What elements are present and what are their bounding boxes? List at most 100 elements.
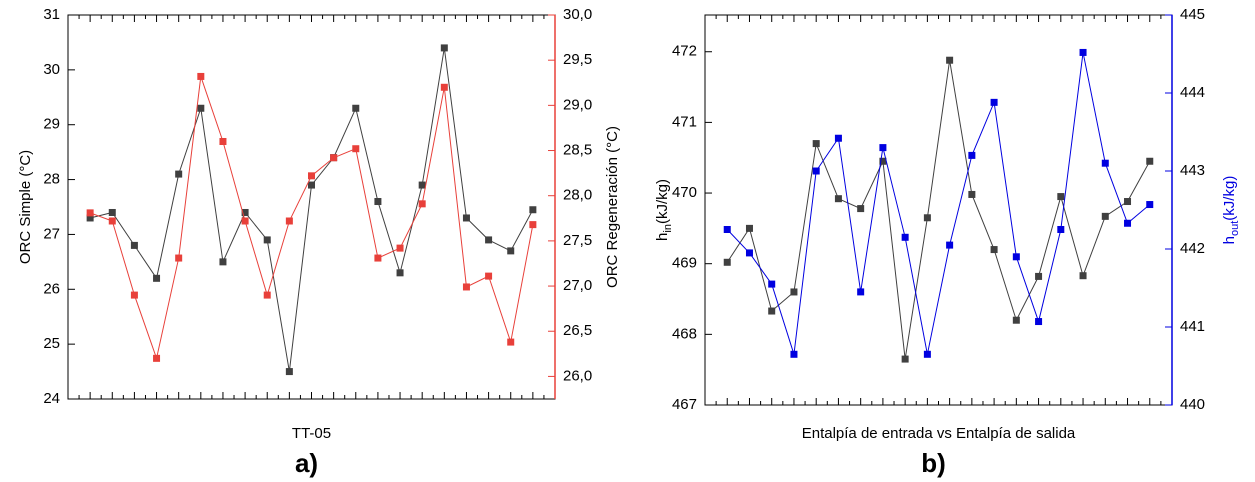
point	[396, 244, 404, 252]
point	[1057, 226, 1065, 233]
point	[834, 134, 842, 142]
label-main: h	[1221, 236, 1238, 244]
y2-tick-label: 442	[1180, 240, 1205, 257]
axis-label: hout(kJ/kg)	[1221, 176, 1241, 245]
y2-tick-label: 28,0	[563, 187, 592, 204]
point	[1146, 157, 1154, 165]
point	[485, 236, 493, 244]
label-unit: (kJ/kg)	[654, 179, 671, 224]
series-line	[726, 52, 1151, 355]
point	[529, 206, 537, 214]
point	[285, 368, 293, 376]
point	[923, 214, 931, 222]
point	[946, 56, 954, 64]
point	[352, 145, 360, 153]
point	[507, 247, 515, 255]
point	[418, 200, 426, 208]
y-tick-label: 28	[43, 171, 60, 188]
point	[812, 140, 820, 148]
point	[418, 181, 426, 189]
point	[108, 208, 116, 216]
point	[241, 208, 249, 216]
label-sub: out	[1229, 221, 1241, 236]
label-sub: in	[662, 224, 674, 233]
point	[1079, 48, 1087, 56]
point	[263, 291, 271, 299]
point	[197, 72, 205, 80]
point	[175, 170, 183, 178]
point	[968, 151, 976, 159]
y2-tick-label: 443	[1180, 162, 1205, 179]
point	[330, 154, 338, 162]
panel-label: b)	[921, 448, 946, 478]
plot-frame	[67, 14, 556, 400]
point	[153, 274, 161, 282]
point	[241, 217, 249, 225]
point	[374, 254, 382, 262]
point	[485, 272, 493, 280]
point	[901, 233, 909, 241]
point	[507, 338, 515, 346]
point	[1035, 272, 1043, 280]
y-tick-label: 471	[672, 113, 697, 130]
series-line	[90, 47, 534, 372]
point	[1101, 159, 1109, 167]
y-tick-label: 25	[43, 335, 60, 352]
x-axis-label: TT-05	[292, 425, 331, 442]
point	[374, 198, 382, 206]
y-tick-label: 24	[43, 390, 60, 407]
point	[879, 157, 887, 165]
point	[946, 241, 954, 249]
point	[352, 104, 360, 112]
point	[440, 83, 448, 91]
panel-label: a)	[295, 448, 318, 478]
y-tick-label: 26	[43, 280, 60, 297]
label-main: h	[654, 233, 671, 241]
point	[879, 144, 887, 152]
y2-tick-label: 28,5	[563, 141, 592, 158]
point	[86, 214, 94, 222]
point	[462, 214, 470, 222]
y2-tick-label: 29,5	[563, 51, 592, 68]
y-tick-label: 30	[43, 61, 60, 78]
point	[990, 246, 998, 254]
y2-tick-label: 444	[1180, 84, 1205, 101]
point	[308, 181, 315, 189]
point	[130, 241, 138, 249]
point	[396, 269, 404, 277]
point	[901, 355, 909, 363]
point	[1146, 201, 1154, 209]
point	[1079, 272, 1087, 280]
point	[197, 104, 205, 112]
y-tick-label: 27	[43, 225, 60, 242]
point	[529, 221, 537, 229]
y-tick-label: 31	[43, 6, 60, 23]
point	[857, 205, 865, 213]
point	[745, 249, 753, 257]
point	[768, 307, 776, 315]
y-tick-label: 469	[672, 255, 697, 272]
point	[1101, 212, 1109, 220]
y-tick-label: 470	[672, 184, 697, 201]
point	[812, 167, 820, 175]
point	[968, 190, 976, 198]
y2-tick-label: 27,0	[563, 277, 592, 294]
point	[263, 236, 271, 244]
plot-frame	[704, 14, 1173, 406]
point	[219, 258, 227, 266]
point	[834, 195, 842, 203]
point	[768, 280, 776, 288]
y2-tick-label: 26,0	[563, 367, 592, 384]
axis-label: ORC Regeneración (°C)	[604, 126, 621, 288]
point	[990, 98, 998, 106]
y-tick-label: 468	[672, 325, 697, 342]
point	[1012, 316, 1020, 324]
point	[108, 217, 116, 225]
point	[745, 224, 753, 232]
x-axis-label: Entalpía de entrada vs Entalpía de salid…	[802, 425, 1076, 442]
y2-tick-label: 441	[1180, 318, 1205, 335]
point	[723, 258, 731, 266]
point	[308, 172, 315, 180]
point	[130, 291, 138, 299]
point	[1057, 193, 1065, 201]
